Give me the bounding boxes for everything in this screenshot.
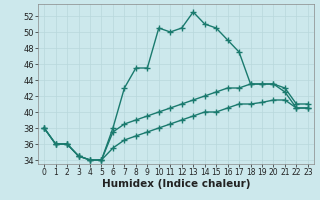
X-axis label: Humidex (Indice chaleur): Humidex (Indice chaleur) [102,179,250,189]
